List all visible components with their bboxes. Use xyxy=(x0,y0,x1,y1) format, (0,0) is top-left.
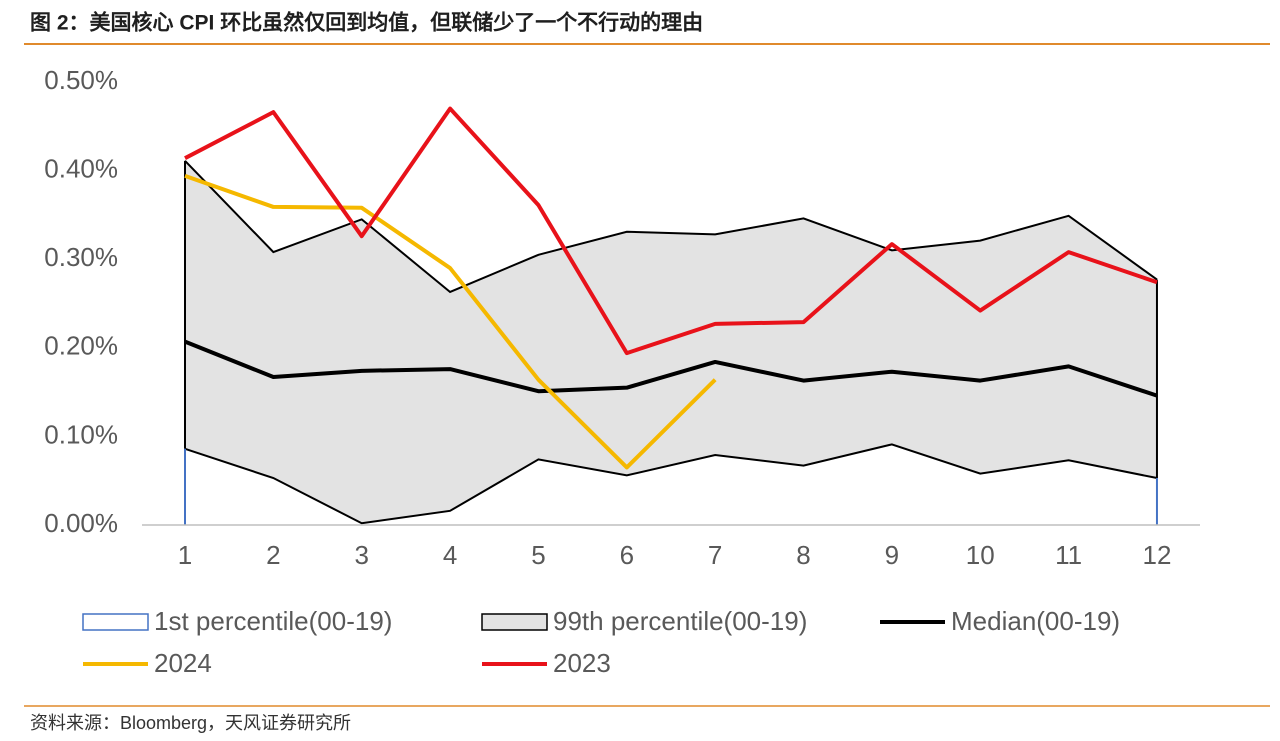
legend-swatch xyxy=(82,613,149,631)
x-tick-label: 5 xyxy=(531,540,545,570)
x-tick-label: 7 xyxy=(708,540,722,570)
legend-swatch xyxy=(481,613,548,631)
x-tick-label: 11 xyxy=(1055,540,1082,570)
x-tick-label: 4 xyxy=(443,540,457,570)
y-tick-label: 0.10% xyxy=(44,419,118,449)
band-bottom xyxy=(184,443,1158,525)
legend-label: 2024 xyxy=(154,648,212,678)
series-line xyxy=(184,106,1158,356)
x-tick-label: 1 xyxy=(178,540,192,570)
legend-label: Median(00-19) xyxy=(951,606,1120,636)
y-tick-label: 0.30% xyxy=(44,242,118,272)
band-area xyxy=(185,160,1157,525)
x-tick-label: 9 xyxy=(885,540,899,570)
chart-title: 图 2：美国核心 CPI 环比虽然仅回到均值，但联储少了一个不行动的理由 xyxy=(30,11,703,35)
x-tick-label: 12 xyxy=(1142,540,1171,570)
x-tick-label: 3 xyxy=(354,540,368,570)
y-tick-label: 0.20% xyxy=(44,331,118,361)
x-tick-label: 2 xyxy=(266,540,280,570)
band-top xyxy=(184,160,1158,294)
series-line xyxy=(184,174,717,470)
source: 资料来源：Bloomberg，天风证券研究所 xyxy=(30,713,351,733)
legend-label: 1st percentile(00-19) xyxy=(154,606,392,636)
series-line xyxy=(184,339,1158,398)
y-tick-label: 0.00% xyxy=(44,508,118,538)
low-area xyxy=(185,444,1157,525)
x-tick-label: 8 xyxy=(796,540,810,570)
x-tick-label: 10 xyxy=(966,540,995,570)
y-tick-label: 0.40% xyxy=(44,153,118,183)
y-tick-label: 0.50% xyxy=(44,65,118,95)
legend-label: 99th percentile(00-19) xyxy=(553,606,807,636)
x-tick-label: 6 xyxy=(620,540,634,570)
legend-label: 2023 xyxy=(553,648,611,678)
